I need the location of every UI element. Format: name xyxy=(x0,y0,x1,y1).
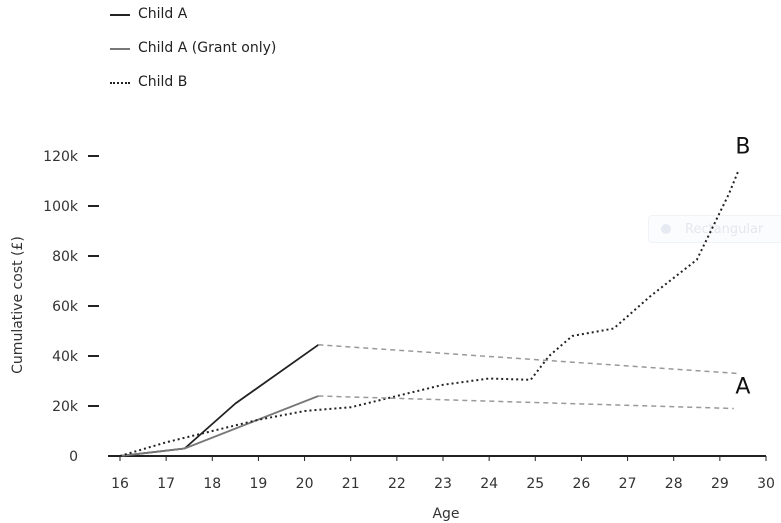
x-tick-label: 20 xyxy=(296,476,314,492)
x-tick-label: 18 xyxy=(203,476,221,492)
annotation-label: A xyxy=(735,375,750,400)
x-axis-label: Age xyxy=(432,506,459,522)
legend-swatch-solid xyxy=(110,14,130,16)
faded-overlay-tag: Rectangular xyxy=(648,215,781,243)
y-axis: 0 20k 40k 60k 80k 100k 120k xyxy=(43,149,99,465)
annotations-layer: BA xyxy=(735,135,750,400)
overlay-label: Rectangular xyxy=(685,222,764,237)
x-tick-label: 25 xyxy=(526,476,544,492)
y-tick-label: 40k xyxy=(52,349,79,365)
x-tick-label: 19 xyxy=(250,476,268,492)
x-tick-label: 27 xyxy=(619,476,637,492)
x-tick-label: 22 xyxy=(388,476,406,492)
series-line-3 xyxy=(119,170,740,457)
legend-label: Child B xyxy=(138,74,188,90)
x-axis: 16 17 18 19 20 21 22 23 24 25 26 27 28 29 30 xyxy=(108,455,775,492)
y-tick-label: 100k xyxy=(43,199,79,215)
x-tick-label: 23 xyxy=(434,476,452,492)
y-tick-label: 0 xyxy=(69,449,78,465)
y-tick-label: 60k xyxy=(52,299,79,315)
series-layer xyxy=(119,170,740,457)
legend-label: Child A xyxy=(138,6,188,22)
legend-swatch-grey xyxy=(110,48,130,50)
circle-icon xyxy=(661,224,671,234)
x-tick-label: 24 xyxy=(480,476,498,492)
series-line-2 xyxy=(119,395,319,457)
y-tick-label: 120k xyxy=(43,149,79,165)
x-tick-label: 30 xyxy=(757,476,775,492)
annotation-label: B xyxy=(735,135,750,160)
legend-swatch-dotted xyxy=(110,82,130,84)
x-tick-label: 16 xyxy=(111,476,129,492)
y-tick-label: 80k xyxy=(52,249,79,265)
series-line-1 xyxy=(119,344,319,457)
legend-label: Child A (Grant only) xyxy=(138,40,277,56)
x-tick-label: 17 xyxy=(157,476,175,492)
series-line-4 xyxy=(318,344,739,375)
x-tick-label: 26 xyxy=(573,476,591,492)
x-tick-label: 29 xyxy=(711,476,729,492)
y-tick-label: 20k xyxy=(52,399,79,415)
x-tick-label: 21 xyxy=(342,476,360,492)
y-axis-label: Cumulative cost (£) xyxy=(10,236,26,374)
series-line-5 xyxy=(318,395,734,410)
x-tick-label: 28 xyxy=(665,476,683,492)
